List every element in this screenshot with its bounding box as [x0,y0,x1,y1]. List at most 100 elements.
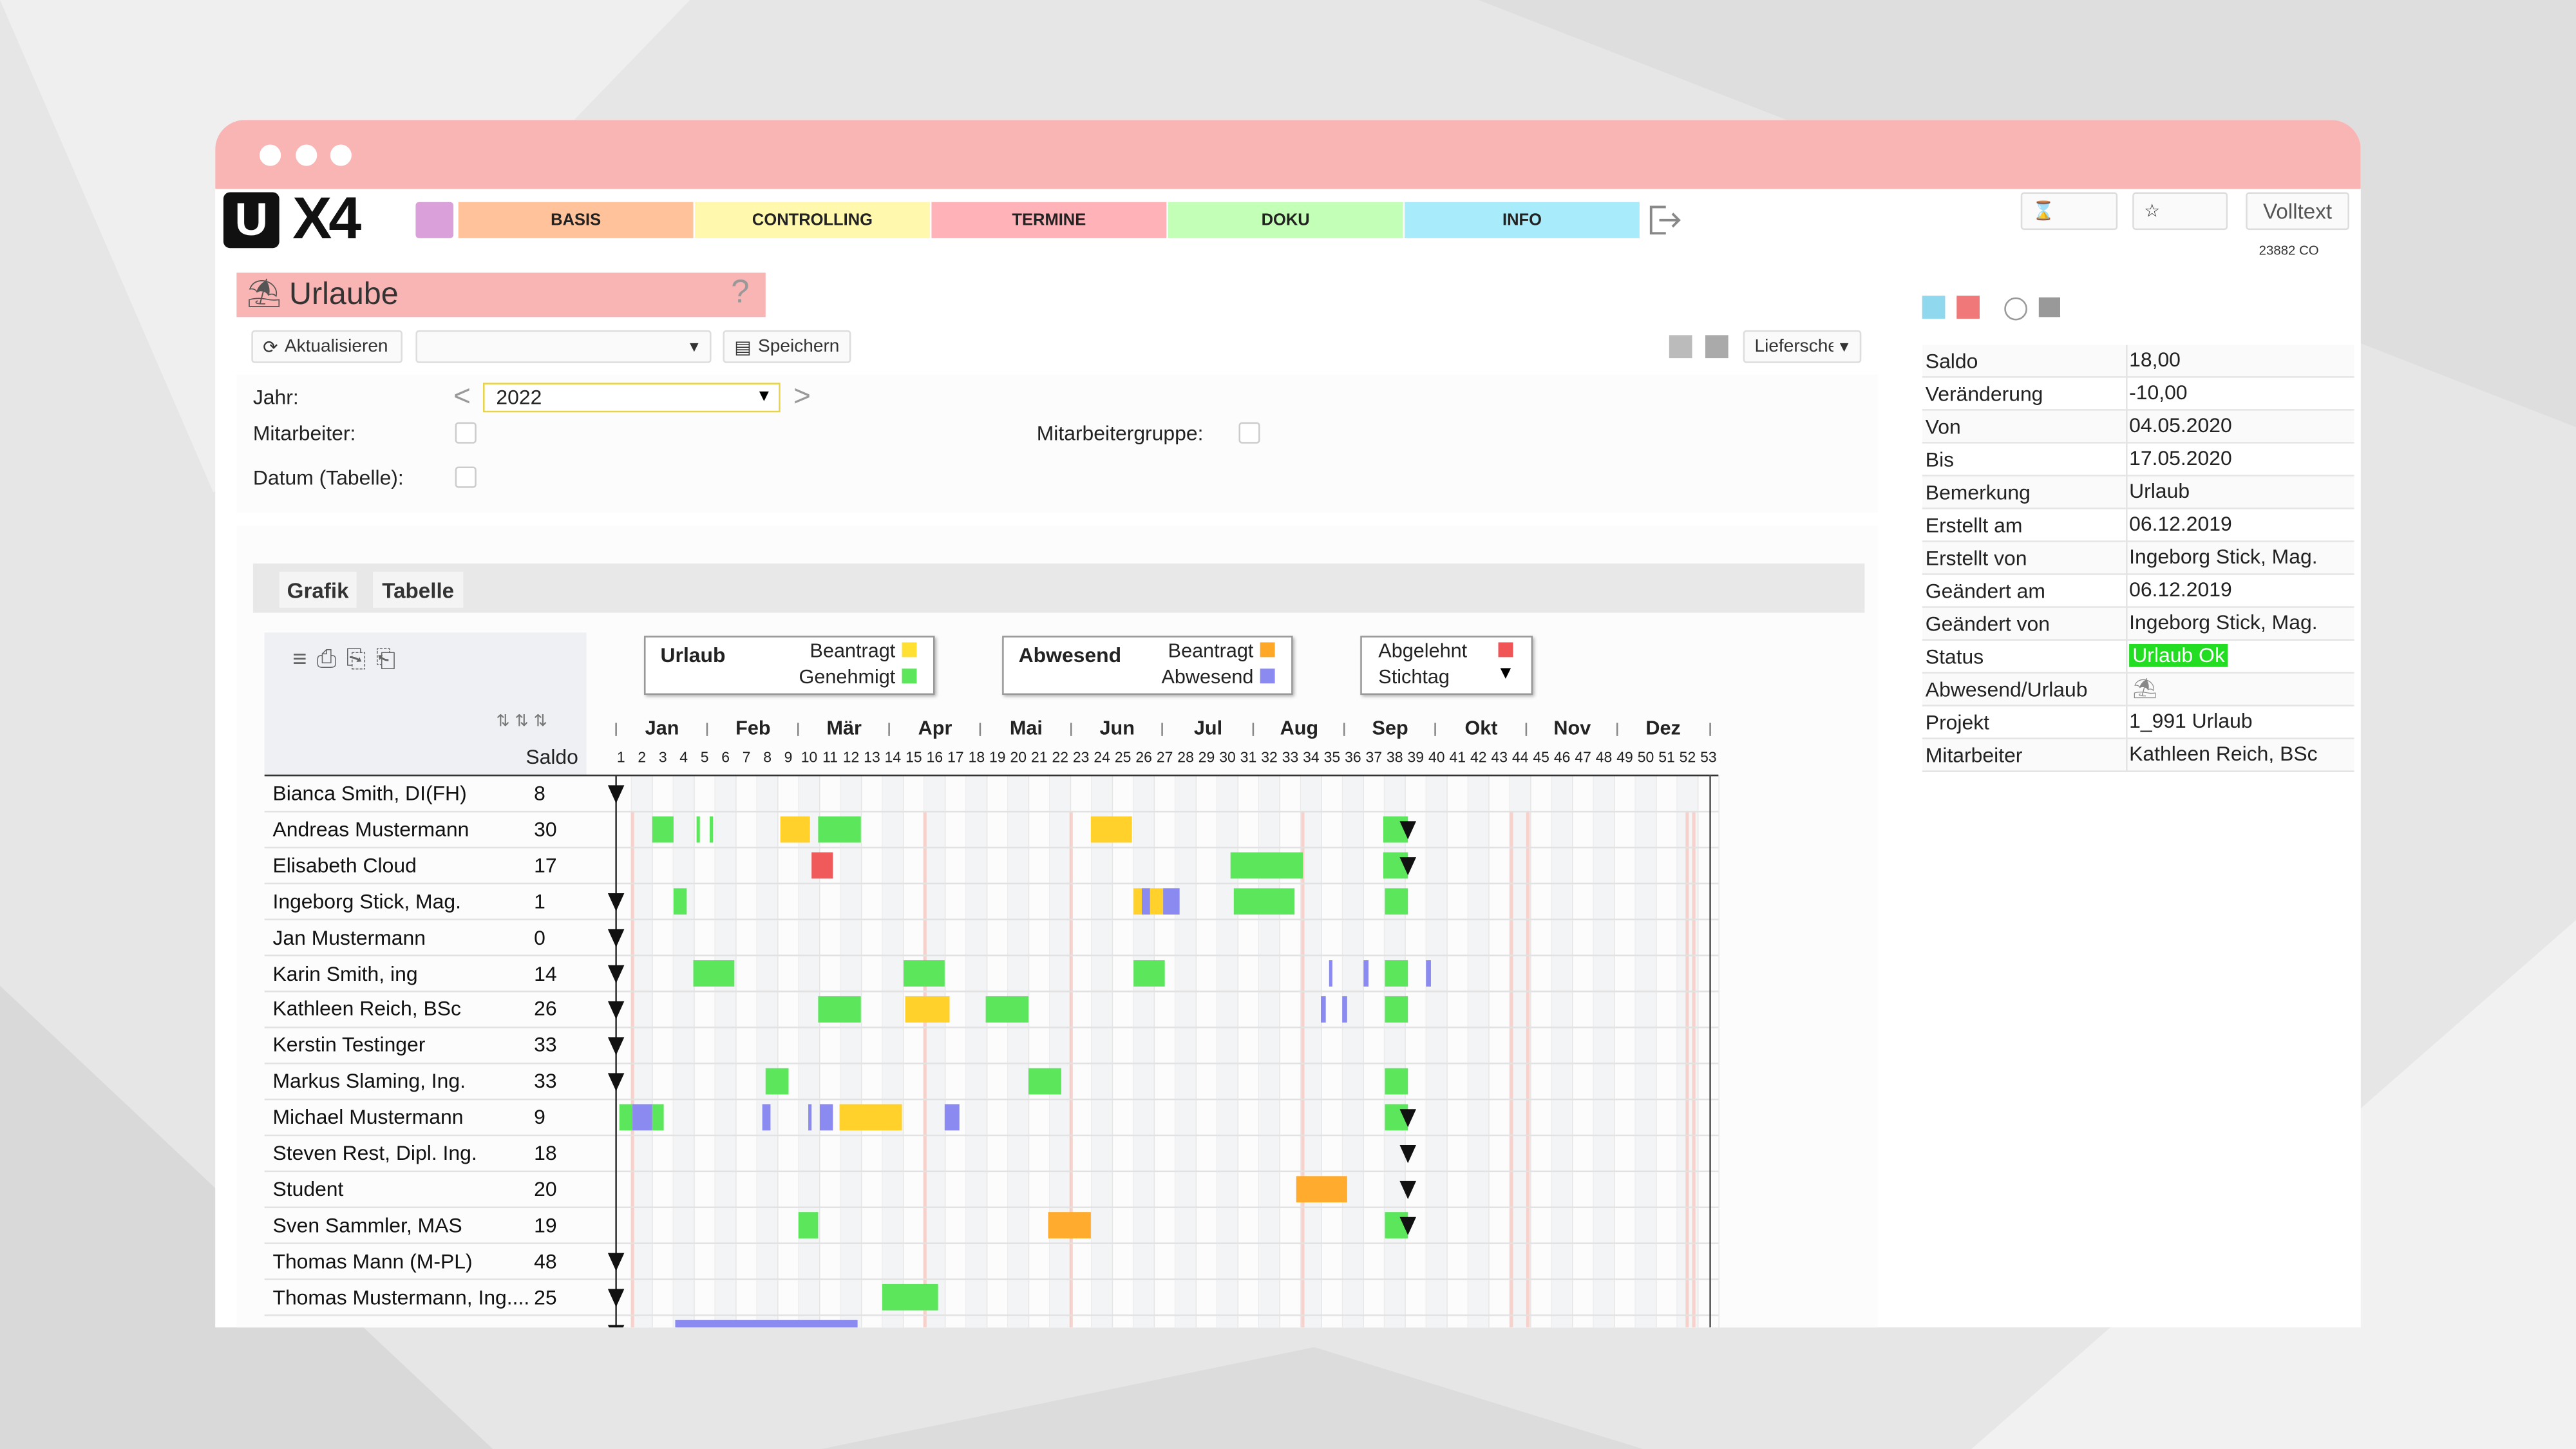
week-label: 40 [1428,749,1445,766]
help-icon[interactable]: ? [731,274,750,311]
absence-bar [765,1068,789,1095]
logo-mark: U [223,192,279,249]
action-dropdown[interactable]: ▼ [415,330,712,363]
employee-saldo: 9 [534,1106,545,1129]
nav-tab[interactable]: CONTROLLING [695,202,930,238]
holiday-stripe [923,811,927,1328]
report-dropdown[interactable]: Lieferschein▼ [1743,330,1862,363]
week-label: 1 [616,749,625,766]
employee-name: Kathleen Reich, BSc [272,998,461,1021]
employee-name: Ingeborg Stick, Mag. [272,889,461,913]
detail-key: Erstellt von [1925,547,2027,571]
page-title: Urlaube [289,278,399,312]
employee-name: Andreas Mustermann [272,818,469,841]
refresh-button[interactable]: ⟳ Aktualisieren [251,330,402,363]
nav-tab[interactable]: INFO [1405,202,1640,238]
week-column [1635,775,1656,1328]
copy-icon[interactable] [2004,297,2027,321]
week-label: 28 [1177,749,1194,766]
week-column [1342,775,1364,1328]
legend-label: Stichtag [1378,665,1450,688]
detail-row [1922,673,2354,706]
absence-bar [818,996,861,1023]
month-label: Dez [1645,716,1681,739]
month-label: Apr [918,716,952,739]
legend-label: Beantragt [810,639,896,663]
save-button[interactable]: ▤ Speichern [723,330,851,363]
legend-swatch [902,642,917,658]
absence-bar [1342,996,1347,1023]
week-column [631,775,653,1328]
export-icon[interactable] [1705,335,1728,359]
week-label: 5 [700,749,709,766]
absence-bar [904,960,945,987]
week-label: 42 [1470,749,1487,766]
detail-value: 17.05.2020 [2129,446,2232,470]
week-label: 21 [1030,749,1048,766]
sort-icons[interactable]: ⇅⇅⇅ [496,713,553,732]
home-icon[interactable] [415,202,454,238]
logout-icon[interactable] [1646,202,1682,238]
group-checkbox[interactable] [1238,422,1260,444]
cutoff-marker [607,1289,625,1307]
nav-tab[interactable]: BASIS [458,202,694,238]
week-label: 11 [822,749,838,766]
date-checkbox[interactable] [455,466,477,488]
view-tab[interactable]: Tabelle [373,571,464,608]
week-label: 50 [1637,749,1654,766]
month-label: Mai [1009,716,1043,739]
week-column [840,775,862,1328]
week-label: 49 [1616,749,1633,766]
legend-box [1002,636,1293,696]
next-year[interactable]: > [793,379,811,413]
absence-bar [1385,996,1408,1023]
select-icon[interactable] [1922,296,1946,319]
employee-saldo: 19 [534,1213,557,1237]
absence-bar [1141,888,1150,915]
timer-box[interactable]: ⌛ [2020,192,2118,231]
nav-tab[interactable]: TERMINE [931,202,1167,238]
week-label: 45 [1533,749,1549,766]
absence-bar [1028,1068,1061,1095]
table-icon[interactable] [2038,297,2060,317]
week-label: 3 [658,749,667,766]
window-dot[interactable] [296,144,317,166]
title-bar [215,120,2361,189]
week-column [1468,775,1489,1328]
employee-saldo: 48 [534,1249,557,1273]
search-button[interactable]: Volltext [2246,192,2349,231]
month-label: Feb [735,716,771,739]
view-tab[interactable]: Grafik [279,571,357,608]
year-select[interactable]: 2022 ▼ [483,383,781,413]
delete-icon[interactable] [1956,296,1980,319]
prev-year[interactable]: < [453,379,471,413]
week-label: 44 [1511,749,1529,766]
detail-value: 04.05.2020 [2129,413,2232,437]
week-label: 4 [679,749,688,766]
employee-checkbox[interactable] [455,422,477,444]
month-label: Nov [1553,716,1591,739]
absence-bar [985,996,1028,1023]
legend-swatch [1260,668,1275,684]
week-label: 24 [1094,749,1110,766]
favorites-box[interactable]: ☆ [2132,192,2228,231]
legend-swatch [1498,642,1513,658]
grid-tools[interactable]: ≡⎙⎘⎗ [292,645,406,674]
export-icon[interactable] [1669,335,1692,359]
week-column [673,775,694,1328]
week-label: 12 [842,749,860,766]
month-label: Sep [1372,716,1408,739]
week-label: 26 [1135,749,1152,766]
window-dot[interactable] [260,144,281,166]
nav-tab[interactable]: DOKU [1168,202,1403,238]
absence-bar [808,1104,812,1131]
absence-bar [1321,996,1326,1023]
week-label: 19 [989,749,1006,766]
detail-divider [2126,345,2128,772]
window-dot[interactable] [330,144,352,166]
detail-row [1922,345,2354,378]
cutoff-marker [607,1325,625,1328]
legend-box [644,636,935,696]
